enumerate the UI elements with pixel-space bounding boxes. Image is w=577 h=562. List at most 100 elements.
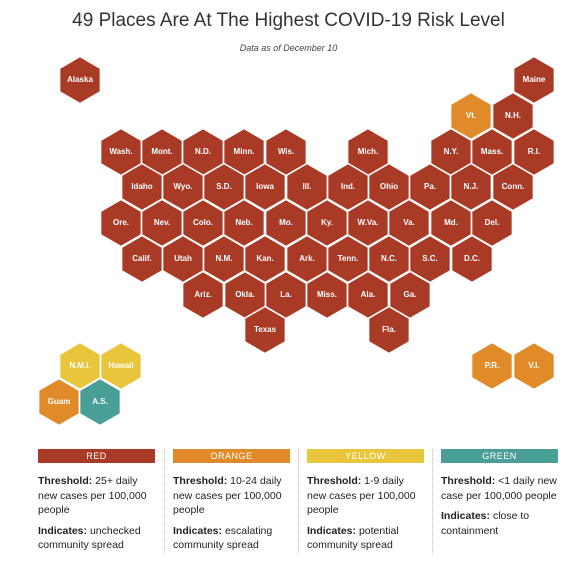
legend-bar: RED: [38, 449, 155, 463]
legend-indicates: Indicates: close to containment: [441, 509, 558, 538]
legend-separator: [432, 449, 433, 554]
hex-label: Del.: [485, 218, 500, 227]
hex-label: Colo.: [193, 218, 213, 227]
hex-shape: [450, 234, 494, 284]
hex-label: Ariz.: [194, 290, 211, 299]
hex-label: Mo.: [279, 218, 293, 227]
legend-item: ORANGE Threshold: 10-24 daily new cases p…: [173, 449, 290, 559]
hex-label: Wyo.: [174, 182, 193, 191]
hex-shape: [470, 341, 514, 391]
legend-item: RED Threshold: 25+ daily new cases per 10…: [38, 449, 155, 559]
hex-label: Guam: [48, 397, 71, 406]
hex-label: Iowa: [256, 182, 274, 191]
hex-label: Fla.: [382, 325, 396, 334]
hex: D.C.: [450, 234, 494, 284]
hex: P.R.: [470, 341, 514, 391]
hex-label: Pa.: [424, 182, 436, 191]
threshold-text: 1-9 daily new cases per 100,000 people: [307, 475, 416, 516]
hex-label: Ore.: [113, 218, 129, 227]
threshold-label: Threshold:: [173, 475, 228, 487]
hex-label: Maine: [523, 75, 546, 84]
hex-label: Md.: [444, 218, 458, 227]
hex-shape: [243, 305, 287, 355]
hex-label: Miss.: [317, 290, 337, 299]
legend-separator: [298, 449, 299, 554]
hex-label: W.Va.: [358, 218, 379, 227]
threshold-text: 25+ daily new cases per 100,000 people: [38, 475, 147, 516]
hex-label: Ohio: [380, 182, 398, 191]
hex-label: P.R.: [485, 361, 500, 370]
legend-separator: [164, 449, 165, 554]
threshold-label: Threshold:: [38, 475, 93, 487]
hex-label: Mich.: [358, 147, 378, 156]
indicates-text: escalating community spread: [173, 524, 273, 552]
hex-label: Ala.: [361, 290, 376, 299]
hex-label: N.J.: [464, 182, 479, 191]
legend-indicates: Indicates: unchecked community spread: [38, 524, 155, 553]
hex-label: N.D.: [195, 147, 211, 156]
hex: Hawaii: [99, 341, 143, 391]
threshold-label: Threshold:: [441, 475, 496, 487]
hex-shape: [58, 55, 102, 105]
hex-shape: [99, 341, 143, 391]
legend-threshold: Threshold: 10-24 daily new cases per 100…: [173, 474, 290, 518]
hex-label: Hawaii: [108, 361, 133, 370]
legend-item: YELLOW Threshold: 1-9 daily new cases per…: [307, 449, 424, 559]
hex-label: Conn.: [502, 182, 525, 191]
hex-label: Neb.: [235, 218, 252, 227]
hex: Iowa: [243, 162, 287, 212]
hex-label: Ga.: [404, 290, 417, 299]
hex-label: Utah: [174, 254, 192, 263]
indicates-text: potential community spread: [307, 524, 399, 552]
hex-label: N.M.I.: [69, 361, 90, 370]
indicates-label: Indicates:: [38, 524, 88, 537]
hex-label: Okla.: [235, 290, 255, 299]
hex: Fla.: [367, 305, 411, 355]
legend-threshold: Threshold: <1 daily new case per 100,000…: [441, 474, 558, 503]
hex: Maine: [512, 55, 556, 105]
hex-label: Ind.: [341, 182, 355, 191]
subtitle: Data as of December 10: [239, 43, 338, 53]
threshold-text: <1 daily new case per 100,000 people: [441, 475, 557, 502]
hex-label: Wash.: [109, 147, 132, 156]
hex-shape: [181, 270, 225, 320]
hex: V.I.: [512, 341, 556, 391]
hex: N.H.: [491, 91, 535, 141]
hex-label: Tenn.: [338, 254, 359, 263]
hex-label: Mass.: [481, 147, 503, 156]
hex-label: A.S.: [92, 397, 108, 406]
legend-threshold: Threshold: 1-9 daily new cases per 100,0…: [307, 474, 424, 518]
hex-shape: [78, 377, 122, 427]
hex-label: Texas: [254, 325, 277, 334]
hex-shape: [367, 305, 411, 355]
hex-label: Ill.: [303, 182, 312, 191]
hex-shape: [512, 341, 556, 391]
hex-label: N.H.: [505, 111, 521, 120]
title: 49 Places Are At The Highest COVID-19 Ri…: [72, 10, 505, 31]
hex-label: Vt.: [466, 111, 476, 120]
hex-shape: [491, 91, 535, 141]
hex-label: R.I.: [528, 147, 540, 156]
hex-label: Kan.: [256, 254, 273, 263]
legend-indicates: Indicates: escalating community spread: [173, 524, 290, 553]
threshold-label: Threshold:: [307, 475, 362, 487]
indicates-text: close to containment: [441, 510, 530, 537]
hex-label: N.C.: [381, 254, 397, 263]
indicates-label: Indicates:: [307, 524, 357, 537]
hex-label: Calif.: [132, 254, 152, 263]
legend-bar: ORANGE: [173, 449, 290, 463]
hex-label: Ky.: [321, 218, 333, 227]
indicates-label: Indicates:: [441, 510, 491, 522]
hex-shape: [491, 162, 535, 212]
hex-label: Wis.: [278, 147, 294, 156]
hex: Texas: [243, 305, 287, 355]
hex: Conn.: [491, 162, 535, 212]
legend-bar: YELLOW: [307, 449, 424, 463]
hex-label: N.Y.: [444, 147, 459, 156]
legend-item: GREEN Threshold: <1 daily new case per 10…: [441, 449, 558, 544]
indicates-label: Indicates:: [173, 524, 223, 537]
hex-shape: [512, 55, 556, 105]
hex: Alaska: [58, 55, 102, 105]
hex-label: N.M.: [216, 254, 233, 263]
